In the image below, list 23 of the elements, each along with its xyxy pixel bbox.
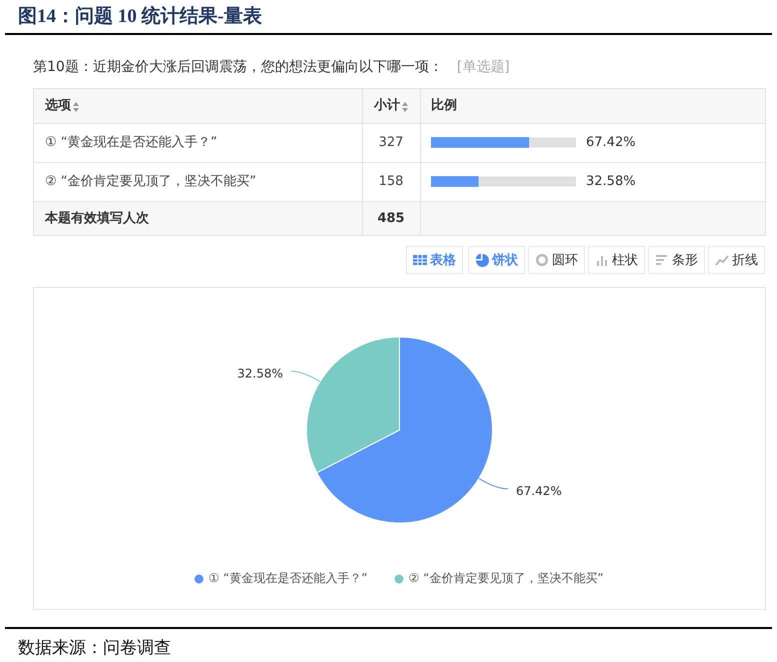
toolbar-button: 柱状 [588, 246, 645, 274]
text: 158 [378, 174, 404, 189]
data-label: 32.58% [586, 174, 636, 189]
toolbar-button: 圆环 [528, 246, 585, 274]
data-label: 67.42% [516, 484, 562, 498]
text: 第10题：近期金价大涨后回调震荡，您的想法更偏向以下哪一项： [33, 59, 443, 75]
legend-label: ① “黄金现在是否还能入手？” [208, 571, 368, 586]
text: 选项 [44, 98, 72, 113]
data-label: 67.42% [586, 134, 636, 150]
toolbar-button: 饼状 [468, 246, 525, 274]
source-note: 数据来源：问卷调查 [18, 637, 171, 659]
text: 比例 [431, 98, 457, 113]
data-label: 32.58% [237, 366, 284, 380]
text: [单选题] [456, 59, 510, 75]
legend-label: ② “金价肯定要见顶了，坚决不能买” [408, 571, 604, 586]
toolbar-button: 折线 [708, 246, 765, 274]
toolbar-button: 条形 [648, 246, 705, 274]
text: 图14：问题 10 统计结果-量表 [18, 4, 262, 29]
text: 本题有效填写人次 [44, 210, 150, 226]
text: 485 [377, 210, 405, 226]
text: 小计 [373, 98, 400, 113]
toolbar-button: 表格 [406, 246, 463, 274]
text: 327 [378, 134, 404, 150]
